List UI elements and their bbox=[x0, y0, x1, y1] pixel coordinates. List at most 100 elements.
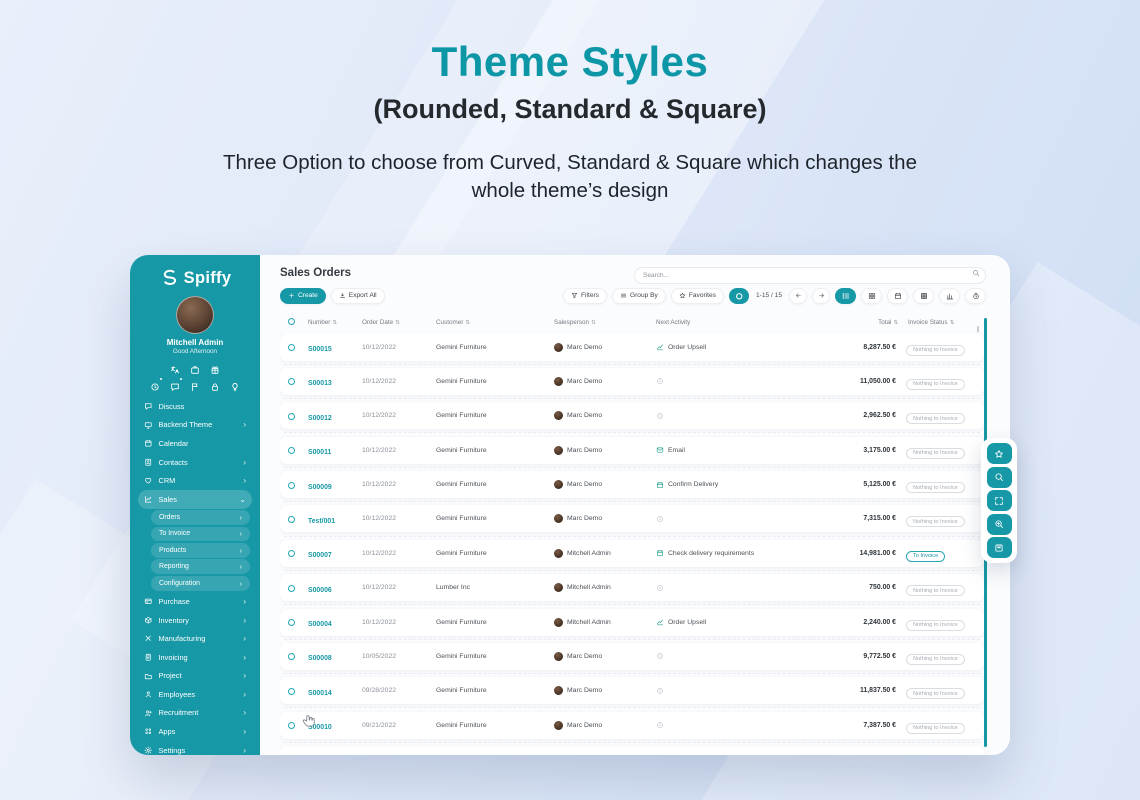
row-checkbox[interactable] bbox=[288, 653, 295, 661]
filters-button[interactable]: Filters bbox=[563, 288, 607, 304]
next-activity-cell[interactable] bbox=[656, 377, 830, 385]
sidebar-item-manufacturing[interactable]: Manufacturing › bbox=[138, 629, 252, 648]
lock-button[interactable] bbox=[210, 379, 220, 391]
row-checkbox[interactable] bbox=[288, 584, 295, 592]
column-header-customer[interactable]: Customer ⇅ bbox=[436, 319, 470, 326]
next-activity-cell[interactable] bbox=[656, 515, 830, 523]
table-row-partial[interactable] bbox=[280, 746, 984, 754]
user-avatar[interactable] bbox=[176, 296, 214, 334]
sidebar-item-to-invoice[interactable]: To Invoice › bbox=[151, 526, 250, 542]
activity-view-button[interactable] bbox=[965, 288, 986, 304]
column-header-activity[interactable]: Next Activity bbox=[656, 319, 691, 326]
next-activity-cell[interactable] bbox=[656, 584, 830, 592]
list-view-button[interactable] bbox=[835, 288, 856, 304]
order-number-link[interactable]: S00010 bbox=[308, 724, 332, 732]
table-row[interactable]: S00012 10/12/2022 Gemini Furniture Marc … bbox=[280, 402, 984, 430]
flag-button[interactable] bbox=[190, 379, 200, 392]
sidebar-item-sales[interactable]: Sales ⌄ bbox=[138, 489, 252, 509]
sidebar-item-configuration[interactable]: Configuration › bbox=[151, 575, 250, 591]
column-header-status[interactable]: Invoice Status ⇅ bbox=[908, 319, 955, 326]
table-row[interactable]: S00013 10/12/2022 Gemini Furniture Marc … bbox=[280, 367, 984, 395]
sidebar-item-inventory[interactable]: Inventory › bbox=[138, 611, 252, 630]
order-number-link[interactable]: S00012 bbox=[308, 414, 332, 422]
star-button[interactable] bbox=[986, 443, 1012, 464]
next-activity-cell[interactable] bbox=[656, 687, 830, 695]
column-options-icon[interactable] bbox=[976, 320, 980, 333]
activity-clock-button[interactable] bbox=[150, 377, 163, 391]
sidebar-item-project[interactable]: Project › bbox=[138, 666, 252, 685]
table-row[interactable]: S00009 10/12/2022 Gemini Furniture Marc … bbox=[280, 471, 984, 498]
next-activity-cell[interactable] bbox=[656, 721, 830, 729]
order-number-link[interactable]: S00007 bbox=[308, 552, 332, 560]
sidebar-item-products[interactable]: Products › bbox=[151, 542, 250, 558]
sidebar-item-purchase[interactable]: Purchase › bbox=[138, 592, 252, 611]
messages-button[interactable] bbox=[170, 377, 183, 391]
order-number-link[interactable]: S00013 bbox=[308, 380, 332, 388]
column-header-date[interactable]: Order Date ⇅ bbox=[362, 319, 400, 326]
briefcase-button[interactable] bbox=[190, 362, 200, 374]
row-checkbox[interactable] bbox=[288, 412, 295, 420]
order-number-link[interactable]: S00008 bbox=[308, 655, 332, 663]
next-activity-cell[interactable]: Order Upsell bbox=[656, 618, 830, 626]
order-number-link[interactable]: S00009 bbox=[308, 483, 332, 491]
refresh-button[interactable] bbox=[728, 288, 749, 304]
sidebar-item-recruitment[interactable]: Recruitment › bbox=[138, 704, 252, 723]
column-header-salesperson[interactable]: Salesperson ⇅ bbox=[554, 319, 596, 326]
row-checkbox[interactable] bbox=[288, 550, 295, 558]
order-number-link[interactable]: S00011 bbox=[308, 449, 332, 457]
sidebar-item-calendar[interactable]: Calendar bbox=[138, 434, 252, 453]
next-activity-cell[interactable]: Confirm Delivery bbox=[656, 481, 830, 489]
translate-button[interactable] bbox=[170, 362, 180, 374]
next-activity-cell[interactable]: Check delivery requirements bbox=[656, 549, 830, 557]
column-header-number[interactable]: Number ⇅ bbox=[308, 319, 338, 326]
order-number-link[interactable]: S00004 bbox=[308, 621, 332, 628]
search-button[interactable] bbox=[986, 466, 1012, 488]
pivot-view-button[interactable] bbox=[913, 288, 934, 304]
sidebar-item-apps[interactable]: Apps › bbox=[138, 722, 252, 741]
table-row[interactable]: S00010 09/21/2022 Gemini Furniture Marc … bbox=[280, 711, 984, 739]
order-number-link[interactable]: S00006 bbox=[308, 586, 332, 594]
row-checkbox[interactable] bbox=[288, 515, 295, 523]
kanban-view-button[interactable] bbox=[861, 288, 882, 304]
next-activity-cell[interactable] bbox=[656, 412, 830, 420]
order-number-link[interactable]: Test/001 bbox=[308, 517, 336, 525]
sidebar-item-settings[interactable]: Settings › bbox=[138, 741, 252, 755]
next-page-button[interactable] bbox=[812, 288, 830, 304]
bulb-button[interactable] bbox=[230, 379, 240, 392]
create-button[interactable]: Create bbox=[280, 288, 326, 304]
row-checkbox[interactable] bbox=[288, 722, 295, 730]
group-by-button[interactable]: Group By bbox=[611, 288, 666, 304]
bookmark-button[interactable] bbox=[986, 537, 1012, 558]
sidebar-item-orders[interactable]: Orders › bbox=[151, 510, 250, 525]
prev-page-button[interactable] bbox=[789, 288, 807, 304]
table-row[interactable]: Test/001 10/12/2022 Gemini Furniture Mar… bbox=[280, 505, 984, 533]
brand[interactable]: Spiffy bbox=[130, 255, 260, 288]
next-activity-cell[interactable]: Order Upsell bbox=[656, 343, 830, 351]
table-row[interactable]: S00004 10/12/2022 Gemini Furniture Mitch… bbox=[280, 608, 984, 636]
row-checkbox[interactable] bbox=[288, 481, 295, 489]
graph-view-button[interactable] bbox=[939, 288, 960, 304]
table-row[interactable]: S00011 10/12/2022 Gemini Furniture Marc … bbox=[280, 436, 984, 464]
calendar-view-button[interactable] bbox=[887, 288, 908, 304]
sidebar-item-invoicing[interactable]: Invoicing › bbox=[138, 648, 252, 667]
order-number-link[interactable]: S00015 bbox=[308, 346, 332, 353]
sidebar-item-employees[interactable]: Employees › bbox=[138, 685, 252, 704]
sidebar-item-reporting[interactable]: Reporting › bbox=[151, 559, 250, 575]
column-header-total[interactable]: Total ⇅ bbox=[878, 319, 898, 326]
table-row[interactable]: S00008 10/05/2022 Gemini Furniture Marc … bbox=[280, 642, 984, 670]
row-checkbox[interactable] bbox=[288, 619, 295, 626]
row-checkbox[interactable] bbox=[288, 687, 295, 695]
sidebar-item-crm[interactable]: CRM › bbox=[138, 471, 252, 490]
search-box[interactable] bbox=[634, 264, 986, 284]
row-checkbox[interactable] bbox=[288, 344, 295, 351]
sidebar-item-discuss[interactable]: Discuss bbox=[138, 397, 252, 416]
row-checkbox[interactable] bbox=[288, 447, 295, 455]
row-checkbox[interactable] bbox=[288, 378, 295, 386]
table-row[interactable]: S00015 10/12/2022 Gemini Furniture Marc … bbox=[280, 333, 984, 361]
favorites-button[interactable]: Favorites bbox=[670, 288, 724, 304]
next-activity-cell[interactable] bbox=[656, 652, 830, 660]
table-row[interactable]: S00007 10/12/2022 Gemini Furniture Mitch… bbox=[280, 539, 984, 567]
table-row[interactable]: S00014 09/28/2022 Gemini Furniture Marc … bbox=[280, 677, 984, 705]
table-row[interactable]: S00006 10/12/2022 Lumber Inc Mitchell Ad… bbox=[280, 574, 984, 602]
order-number-link[interactable]: S00014 bbox=[308, 689, 332, 697]
